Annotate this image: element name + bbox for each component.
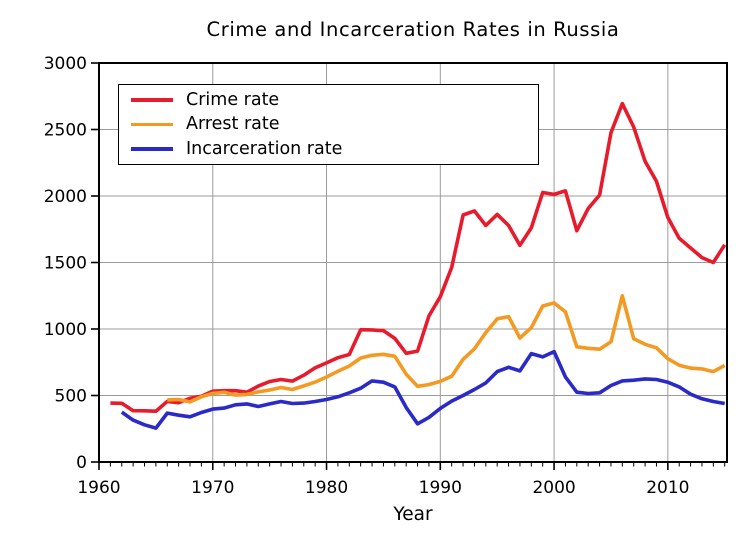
x-tick-label-1990: 1990 bbox=[419, 478, 462, 498]
x-tick-label-2010: 2010 bbox=[646, 478, 689, 498]
legend-item-arrest-rate: Arrest rate bbox=[119, 114, 538, 134]
x-tick-label-1960: 1960 bbox=[77, 478, 120, 498]
y-tick-label-0: 0 bbox=[76, 453, 87, 473]
legend-label-arrest-rate: Arrest rate bbox=[186, 114, 280, 135]
plot-border bbox=[98, 62, 728, 463]
crime-rate-line bbox=[110, 101, 727, 414]
legend-item-incarceration-rate: Incarceration rate bbox=[119, 139, 538, 159]
crime-rate-line-swatch bbox=[131, 98, 173, 102]
y-tick-label-1000: 1000 bbox=[44, 320, 87, 340]
arrest-rate-line-swatch bbox=[131, 122, 173, 127]
chart-title: Crime and Incarceration Rates in Russia bbox=[206, 18, 620, 41]
y-tick-label-2500: 2500 bbox=[44, 121, 87, 141]
legend-label-crime-rate: Crime rate bbox=[186, 90, 280, 111]
incarceration-rate-line bbox=[120, 349, 726, 430]
y-tick-label-1500: 1500 bbox=[44, 254, 87, 274]
y-tick-label-500: 500 bbox=[55, 387, 87, 407]
legend-box: Crime rate Arrest rate Incarceration rat… bbox=[118, 84, 539, 165]
legend-label-incarceration-rate: Incarceration rate bbox=[186, 138, 343, 159]
x-tick-label-2000: 2000 bbox=[532, 478, 575, 498]
x-tick-label-1980: 1980 bbox=[305, 478, 348, 498]
x-tick-label-1970: 1970 bbox=[191, 478, 234, 498]
legend-item-crime-rate: Crime rate bbox=[119, 90, 538, 110]
arrest-rate-line bbox=[167, 293, 726, 404]
y-tick-label-3000: 3000 bbox=[44, 54, 87, 74]
y-tick-label-2000: 2000 bbox=[44, 187, 87, 207]
incarceration-rate-line-swatch bbox=[131, 147, 173, 151]
x-axis-title: Year bbox=[393, 504, 433, 525]
